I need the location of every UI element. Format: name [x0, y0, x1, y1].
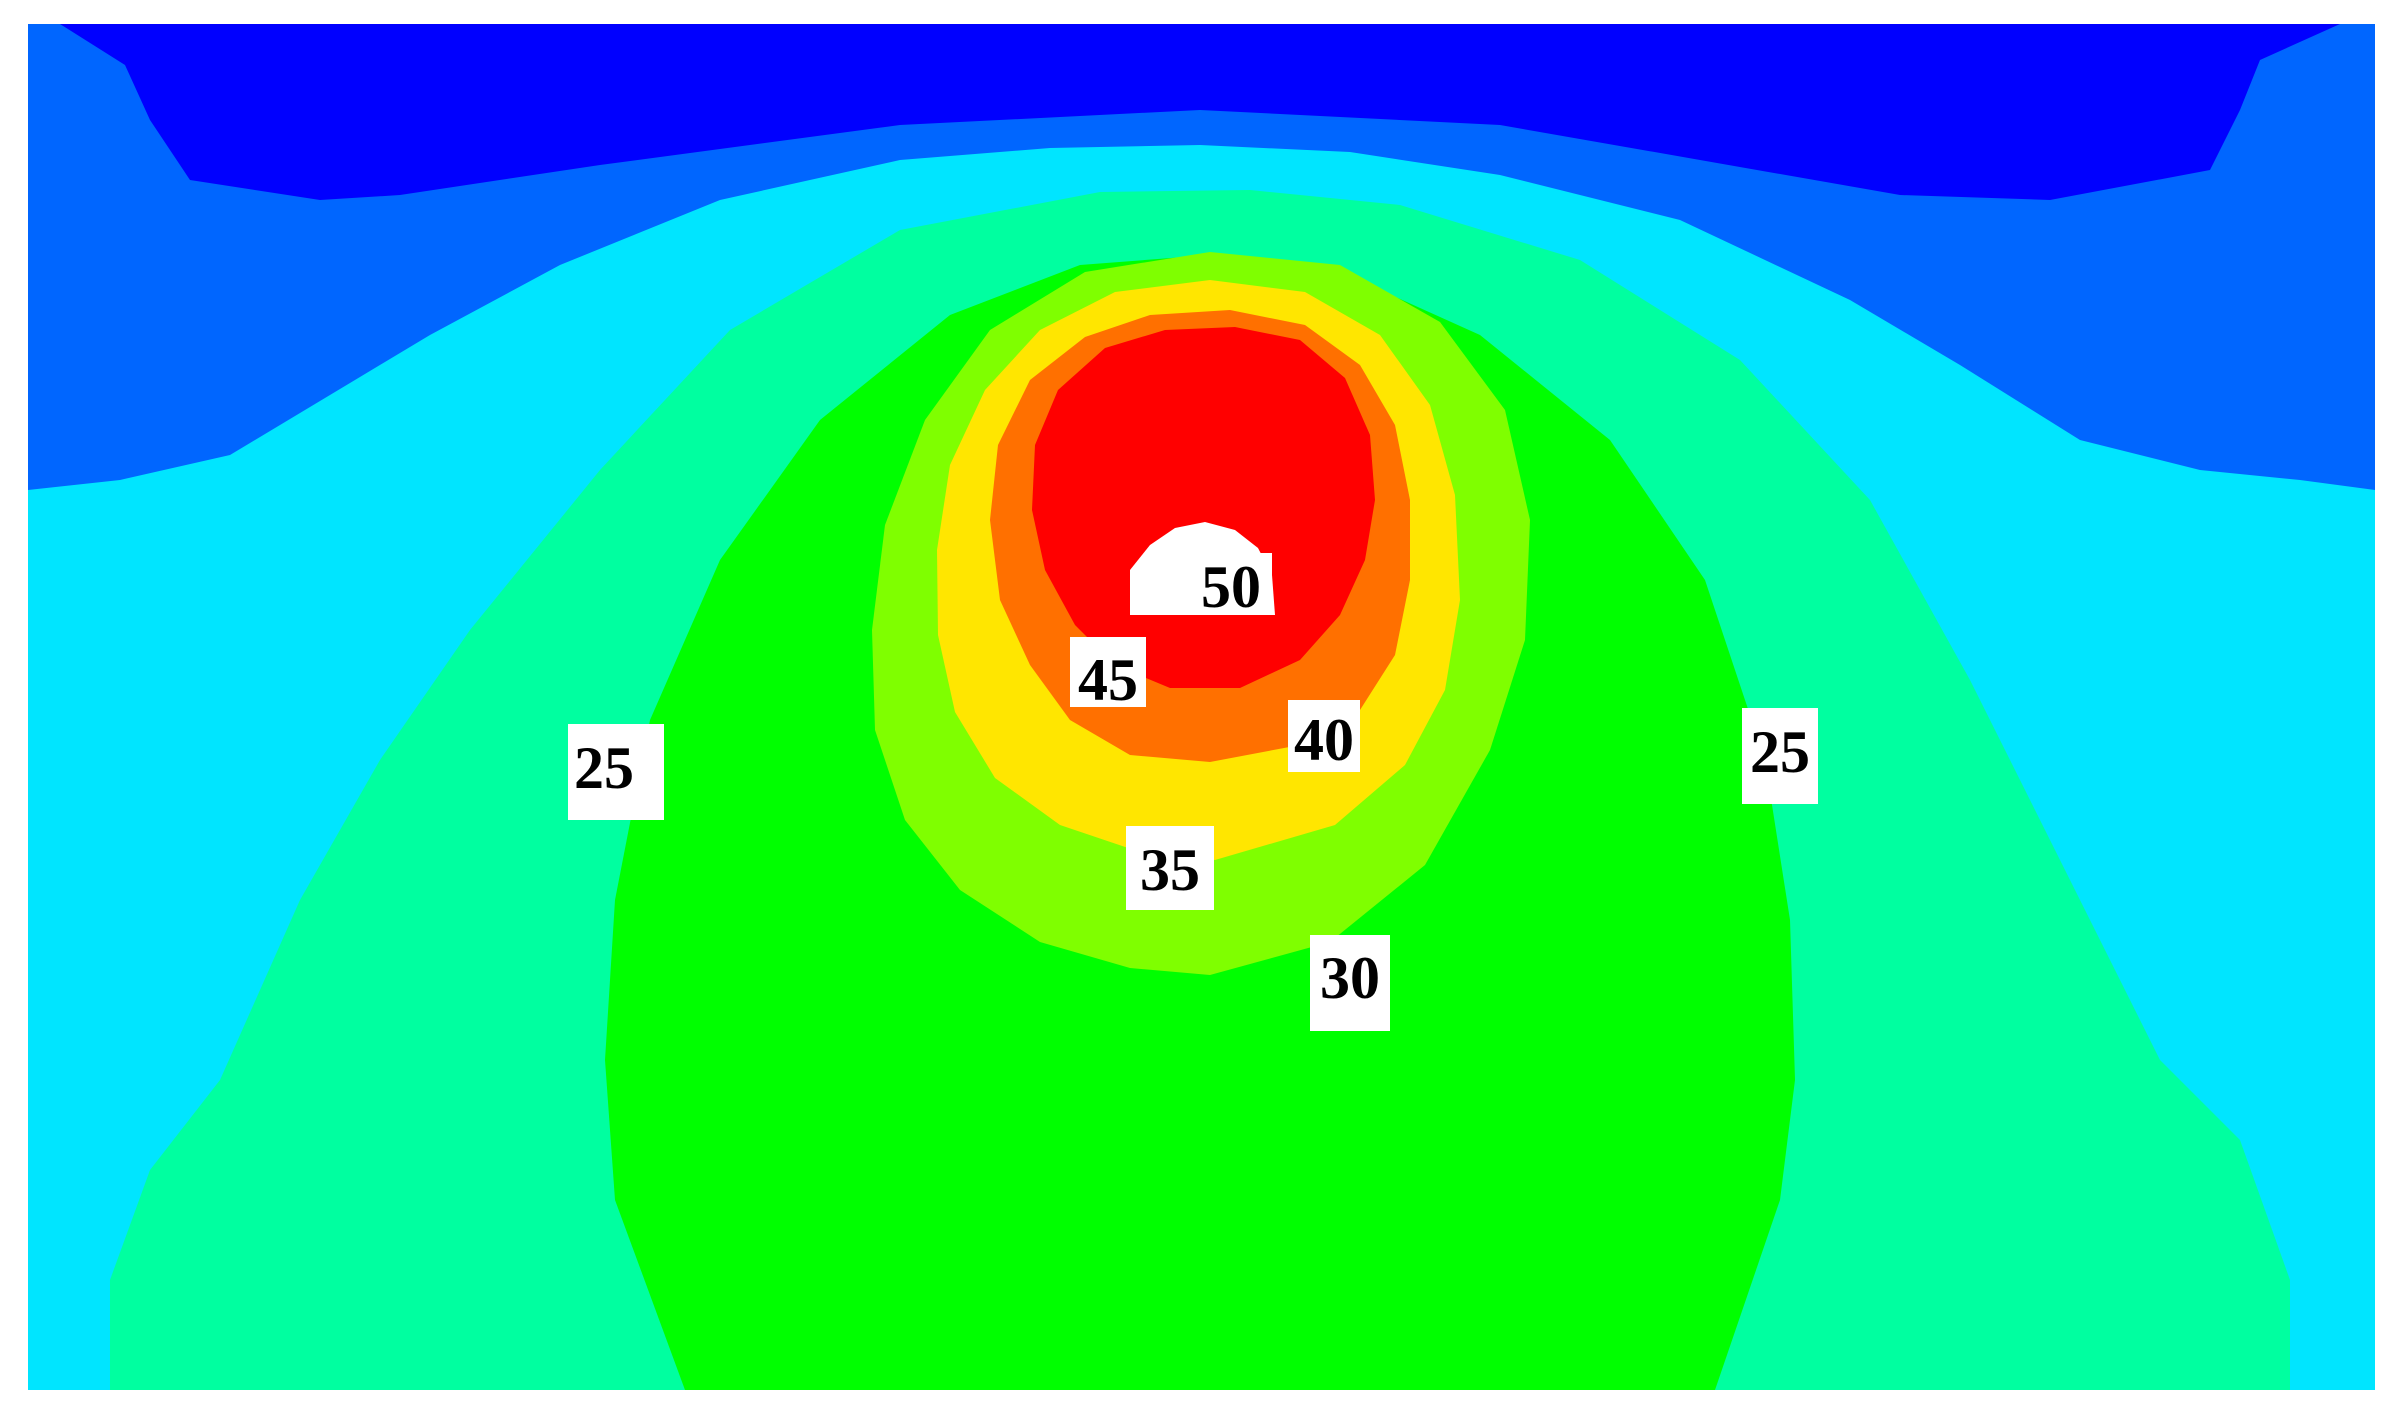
contour-label-45-text: 45 [1078, 647, 1138, 713]
contour-label-25-left: 25 [568, 724, 664, 820]
contour-label-40-text: 40 [1294, 707, 1354, 773]
contour-label-35-text: 35 [1140, 837, 1200, 903]
contour-label-50: 50 [1190, 553, 1272, 620]
contour-label-50-text: 50 [1201, 554, 1261, 620]
contour-label-25-right-text: 25 [1750, 719, 1810, 785]
contour-label-30-text: 30 [1320, 945, 1380, 1011]
contour-label-30: 30 [1310, 935, 1390, 1031]
contour-label-25-right: 25 [1742, 708, 1818, 804]
contour-label-25-left-text: 25 [574, 735, 634, 801]
contour-label-35: 35 [1126, 826, 1214, 910]
contour-band-50 [1032, 327, 1375, 688]
contour-bands [28, 24, 2375, 1390]
contour-band-15 [60, 24, 2340, 200]
contour-label-45: 45 [1070, 637, 1146, 713]
contour-label-40: 40 [1288, 700, 1360, 773]
contour-labels: 50 45 40 35 30 25 25 [568, 553, 1818, 1031]
